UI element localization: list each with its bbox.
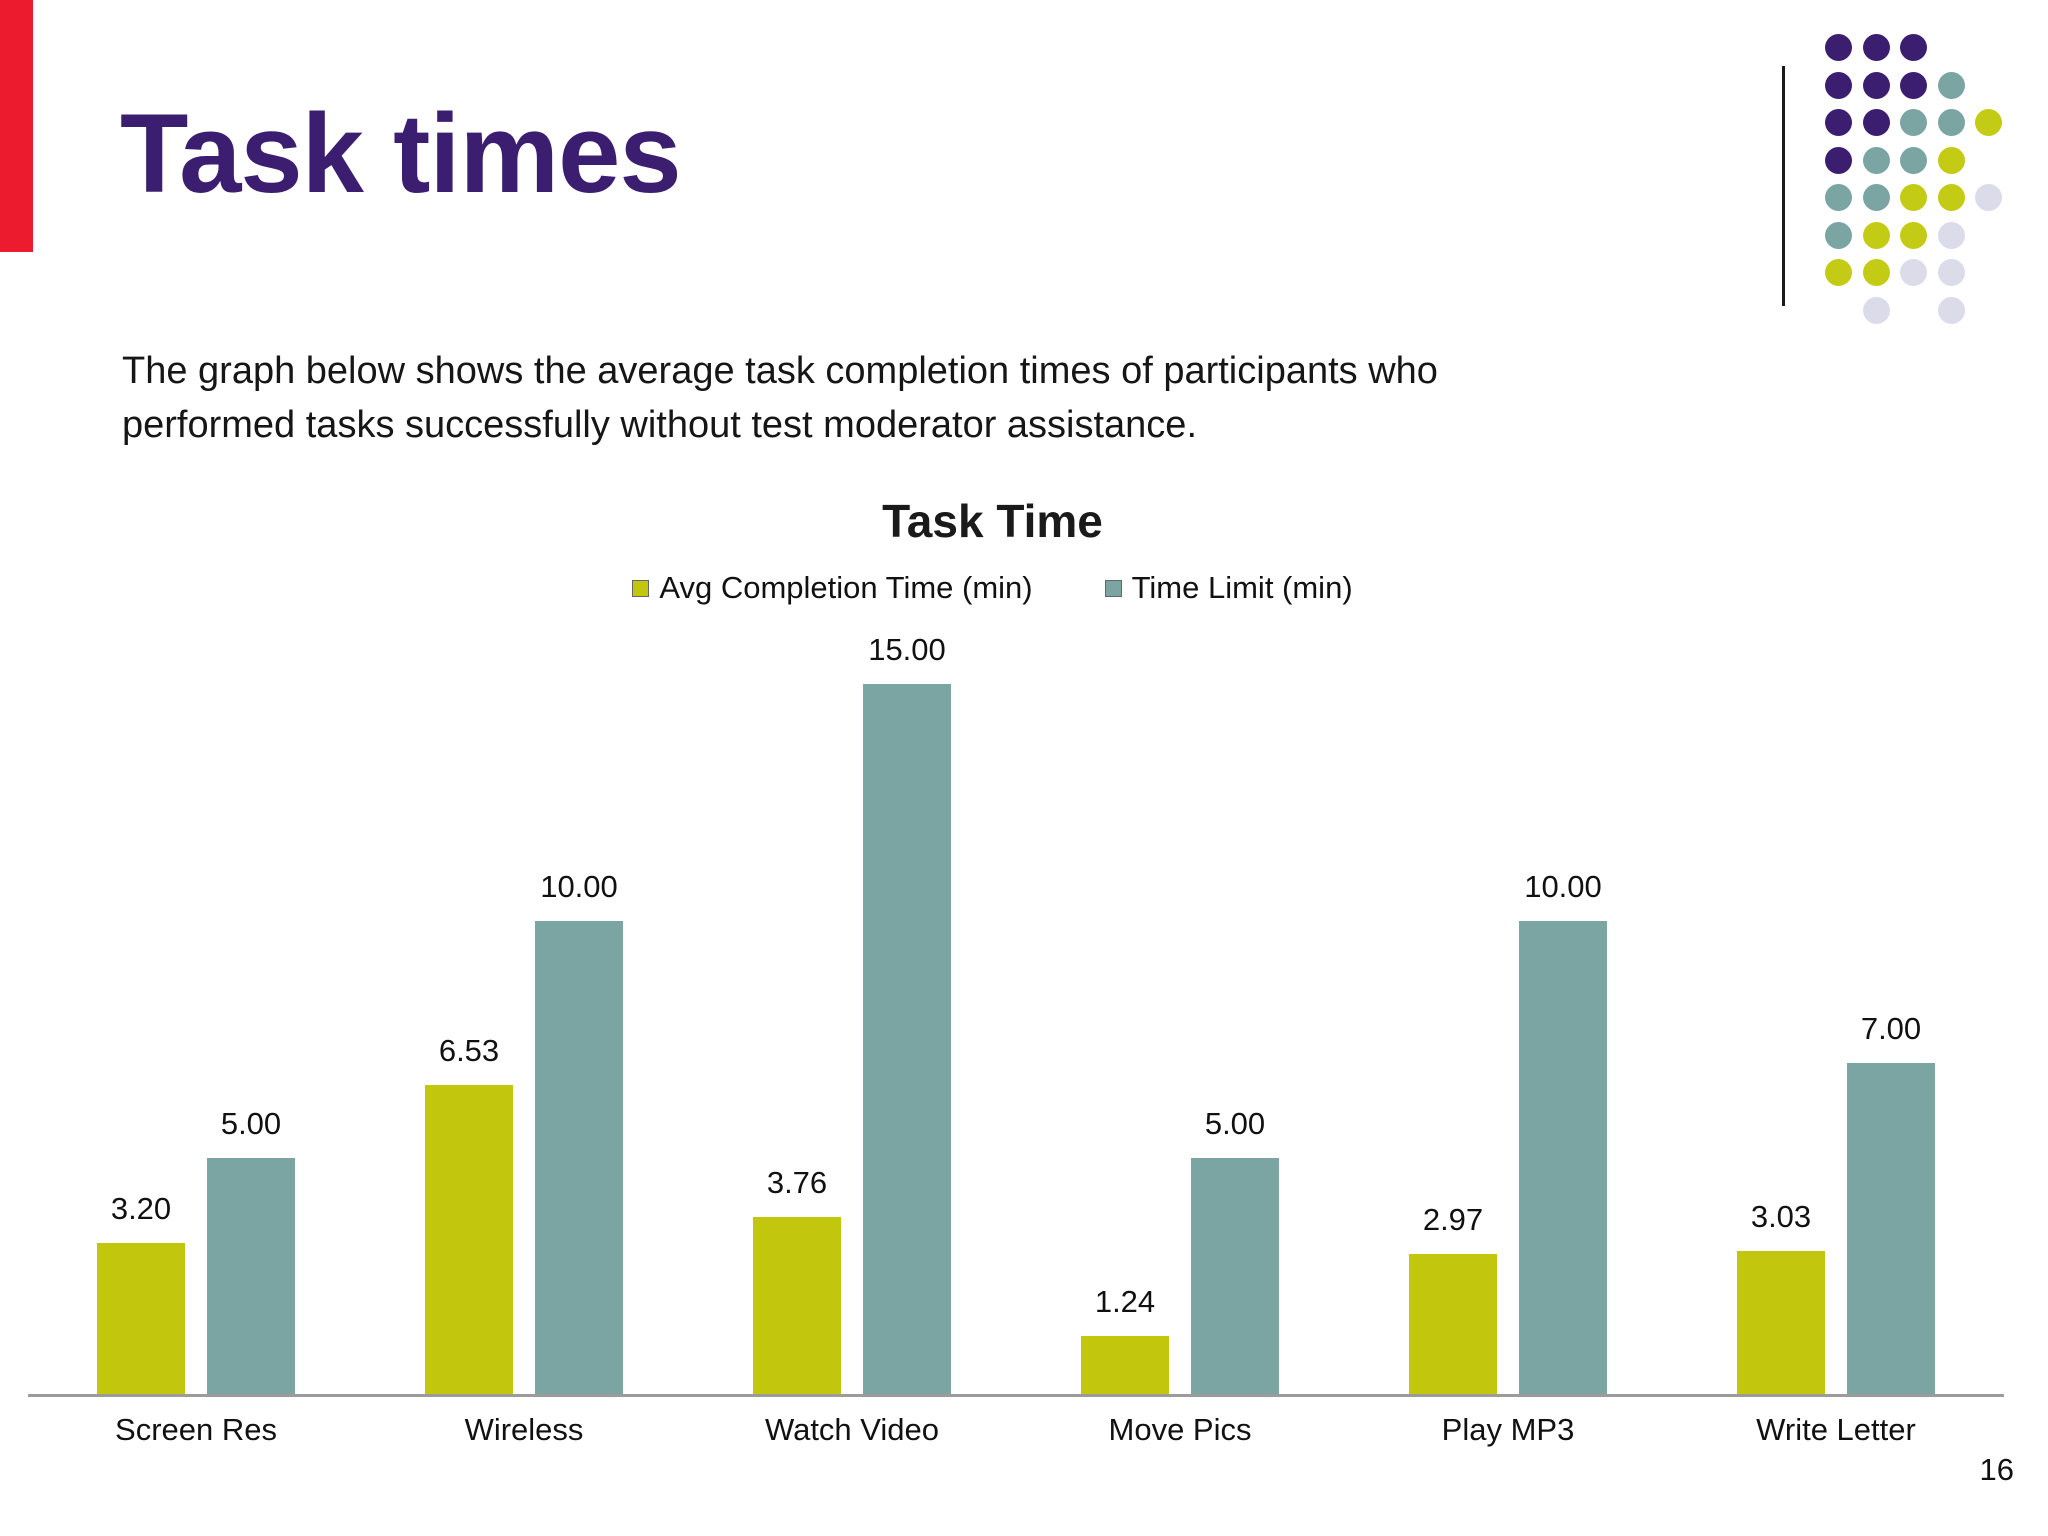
bar-avg-completion [1737,1251,1825,1395]
slide-body-text: The graph below shows the average task c… [122,344,1438,452]
deco-dot [1937,259,1965,286]
deco-dot [1900,146,1927,174]
deco-dot [1862,146,1890,174]
deco-dot [1825,184,1852,211]
legend-swatch-yellow [632,579,650,597]
category-label: Move Pics [1108,1412,1252,1447]
deco-dot [1825,146,1852,174]
bar-value-label: 3.20 [110,1191,172,1226]
deco-dot [1937,71,1965,99]
legend-label: Avg Completion Time (min) [659,570,1033,605]
deco-dot [1937,146,1965,174]
bar-time-limit [863,684,951,1395]
deco-dot [1825,259,1852,286]
deco-dot [1900,259,1927,286]
deco-dot [1825,34,1852,61]
category-label: Wireless [464,1412,584,1447]
bar-avg-completion [1081,1336,1169,1395]
bar-value-label: 3.76 [766,1165,828,1200]
deco-dot [1862,109,1890,136]
category-label: Screen Res [115,1412,277,1447]
deco-dot [1862,34,1890,61]
bar-avg-completion [1409,1254,1497,1395]
bar-value-label: 7.00 [1860,1011,1922,1046]
page-number: 16 [1979,1452,2014,1487]
bar-value-label: 15.00 [868,632,946,667]
deco-dot [1900,221,1927,249]
bar-value-label: 5.00 [1204,1106,1266,1141]
legend-swatch-teal [1104,579,1122,597]
bar-value-label: 5.00 [220,1106,282,1141]
category-label: Watch Video [764,1412,940,1447]
bar-time-limit [207,1158,295,1395]
deco-dot [1862,71,1890,99]
deco-dot [1862,221,1890,249]
legend-item-time-limit: Time Limit (min) [1104,570,1353,606]
deco-dot [1937,109,1965,136]
chart-title: Task Time [882,495,1103,547]
deco-dot [1825,109,1852,136]
deco-dot [1825,221,1852,249]
deco-dot [1900,184,1927,211]
bar-avg-completion [97,1243,185,1395]
bar-value-label: 3.03 [1750,1199,1812,1234]
deco-dot [1862,184,1890,211]
bar-time-limit [535,921,623,1395]
bar-time-limit [1191,1158,1279,1395]
deco-dot [1862,259,1890,286]
legend-label: Time Limit (min) [1131,570,1353,605]
bar-avg-completion [753,1217,841,1395]
deco-dot [1900,34,1927,61]
deco-dot [1825,71,1852,99]
bar-value-label: 1.24 [1094,1284,1156,1319]
bar-time-limit [1847,1063,1935,1395]
bar-avg-completion [425,1085,513,1395]
body-line-1: The graph below shows the average task c… [122,350,1438,392]
legend-item-avg-completion: Avg Completion Time (min) [632,570,1033,606]
bar-value-label: 6.53 [438,1033,500,1068]
accent-red-bar [0,0,33,252]
body-line-2: performed tasks successfully without tes… [122,404,1198,446]
category-label: Write Letter [1756,1412,1916,1447]
deco-dot [1900,71,1927,99]
deco-dot [1937,184,1965,211]
category-label: Play MP3 [1441,1412,1575,1447]
deco-dot [1937,296,1965,324]
x-axis-baseline [28,1394,2004,1397]
deco-dot [1975,184,2002,211]
deco-dot [1975,109,2002,136]
deco-dot [1900,109,1927,136]
slide-title: Task times [120,91,682,216]
deco-dot [1862,296,1890,324]
decorative-vertical-line [1782,66,1785,306]
bar-value-label: 2.97 [1422,1202,1484,1237]
chart-legend: Avg Completion Time (min) Time Limit (mi… [0,570,1985,606]
bar-time-limit [1519,921,1607,1395]
bar-value-label: 10.00 [1524,869,1602,904]
deco-dot [1937,221,1965,249]
bar-value-label: 10.00 [540,869,618,904]
